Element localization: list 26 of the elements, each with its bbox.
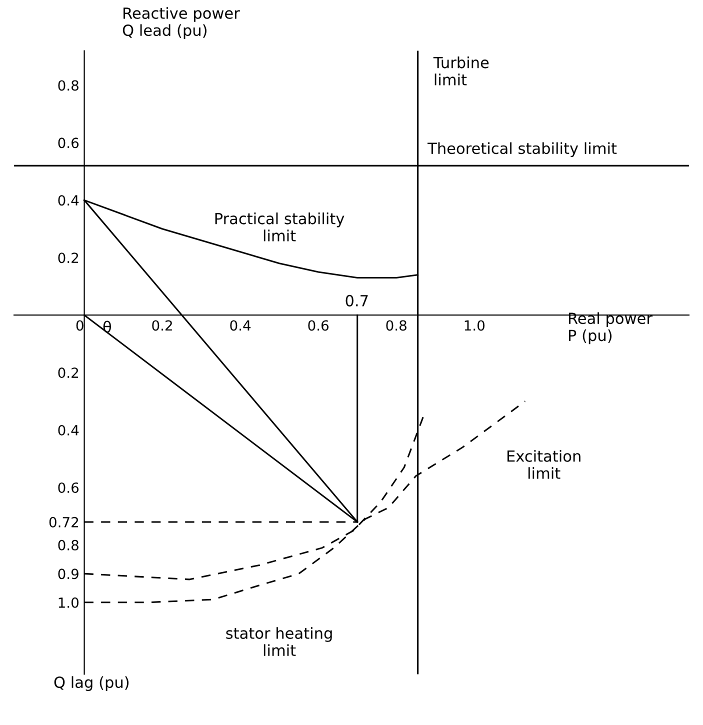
text: Q lag (pu) bbox=[54, 676, 129, 691]
y-tick-label: 0.6 bbox=[58, 482, 79, 493]
ref-line-label: Turbine limit bbox=[433, 56, 489, 86]
x-tick-label: 0.6 bbox=[308, 320, 329, 331]
y-tick-label: 0.4 bbox=[58, 195, 79, 206]
annotation: 0.7 bbox=[346, 294, 368, 306]
annotation: Practical stability limit bbox=[215, 212, 344, 242]
annotation: Excitation limit bbox=[507, 450, 580, 479]
y-tick-label: 0.4 bbox=[58, 424, 79, 436]
y-tick-label: 0.8 bbox=[58, 80, 78, 91]
y-tick-label: 0.2 bbox=[58, 252, 78, 264]
y-tick-label: 0.6 bbox=[58, 138, 79, 148]
y-tick-label: 0.8 bbox=[58, 540, 78, 550]
ref-line-label: Theoretical stability limit bbox=[428, 142, 617, 158]
y-tick-label: 1.0 bbox=[58, 597, 78, 608]
x-tick-label: 0 bbox=[76, 320, 84, 331]
x-axis-title: Real power P (pu) bbox=[568, 312, 652, 344]
y-tick-label: 0.9 bbox=[58, 568, 78, 580]
y-axis-title: Reactive power Q lead (pu) bbox=[122, 7, 240, 39]
y-tick-label: 0.2 bbox=[58, 368, 78, 378]
x-tick-label: 1.0 bbox=[464, 320, 485, 331]
annotation: stator heating limit bbox=[226, 627, 332, 656]
x-tick-label: 0.4 bbox=[230, 320, 251, 331]
y-tick-label: 0.72 bbox=[49, 516, 78, 528]
x-tick-label: 0.8 bbox=[386, 320, 406, 331]
x-tick-label: 0.2 bbox=[152, 320, 172, 331]
